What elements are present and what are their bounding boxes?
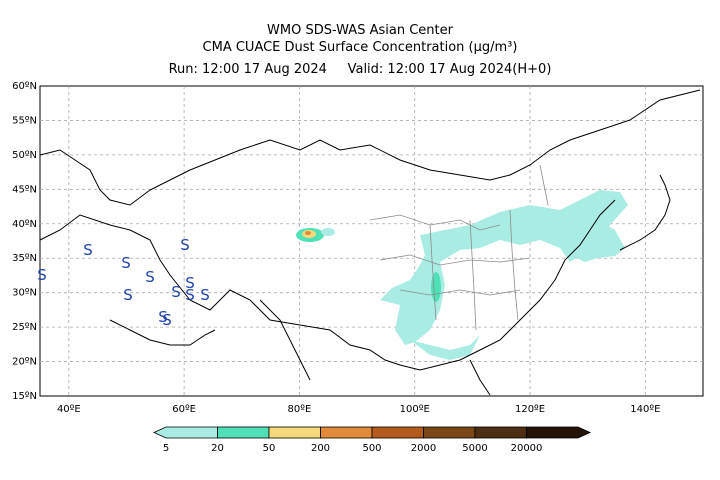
dust-patch — [565, 222, 625, 262]
longitude-labels: 40ºE 60ºE 80ºE 100ºE 120ºE 140ºE — [57, 404, 660, 415]
colorbar-segment — [320, 426, 373, 439]
colorbar-level-label: 500 — [362, 443, 381, 454]
colorbar-level-label: 50 — [263, 443, 276, 454]
colorbar-level-label: 2000 — [411, 443, 436, 454]
lat-tick-label: 35ºN — [12, 253, 37, 264]
dust-storm-symbol: S — [123, 286, 133, 304]
lon-tick-label: 120ºE — [515, 404, 545, 415]
dust-storm-symbol: S — [162, 311, 172, 329]
lat-tick-label: 55ºN — [12, 115, 37, 126]
dust-patch — [431, 272, 441, 302]
dust-storm-symbol: S — [185, 274, 195, 292]
chart-title-line1: WMO SDS-WAS Asian Center — [267, 23, 453, 38]
colorbar-level-label: 200 — [311, 443, 330, 454]
colorbar-level-label: 20000 — [511, 443, 543, 454]
lon-tick-label: 100ºE — [400, 404, 430, 415]
colorbar: 5 20 50 200 500 2000 5000 20000 — [153, 426, 591, 454]
colorbar-level-label: 5 — [163, 443, 169, 454]
dust-patch — [380, 255, 445, 345]
lon-tick-label: 60ºE — [172, 404, 196, 415]
lon-tick-label: 140ºE — [630, 404, 660, 415]
colorbar-segment — [371, 426, 424, 439]
dust-storm-symbol: S — [145, 268, 155, 286]
dust-storm-symbol: S — [121, 254, 131, 272]
chart-run-valid-line: Run: 12:00 17 Aug 2024 Valid: 12:00 17 A… — [0, 61, 720, 78]
lat-tick-label: 15ºN — [12, 391, 37, 402]
lat-tick-label: 40ºN — [12, 219, 37, 230]
valid-label: Valid: 12:00 17 Aug 2024(H+0) — [347, 62, 552, 77]
colorbar-level-label: 20 — [211, 443, 224, 454]
dust-storm-symbol: S — [158, 308, 168, 326]
dust-patch — [410, 335, 480, 360]
lat-tick-label: 60ºN — [12, 81, 37, 92]
dust-storm-symbol: S — [171, 283, 181, 301]
dust-shading — [296, 190, 628, 360]
colorbar-level-label: 5000 — [462, 443, 487, 454]
colorbar-segment — [217, 426, 270, 439]
colorbar-segment — [526, 426, 591, 439]
colorbar-segment — [423, 426, 476, 439]
coastlines — [39, 89, 701, 396]
dust-patch — [305, 231, 311, 235]
chart-title-line2: CMA CUACE Dust Surface Concentration (µg… — [202, 40, 518, 55]
lat-tick-label: 25ºN — [12, 322, 37, 333]
dust-storm-symbol: S — [185, 286, 195, 304]
lat-tick-label: 20ºN — [12, 357, 37, 368]
lat-tick-label: 45ºN — [12, 184, 37, 195]
lat-tick-label: 50ºN — [12, 150, 37, 161]
lon-tick-label: 40ºE — [57, 404, 81, 415]
lat-tick-label: 30ºN — [12, 288, 37, 299]
dust-patch — [321, 228, 335, 236]
lon-tick-label: 80ºE — [288, 404, 312, 415]
colorbar-segment — [474, 426, 527, 439]
dust-storm-symbol: S — [200, 286, 210, 304]
map-gridlines — [40, 86, 703, 396]
dust-storm-symbol: S — [180, 236, 190, 254]
latitude-labels: 60ºN 55ºN 50ºN 45ºN 40ºN 35ºN 30ºN 25ºN 20ºN 15ºN — [12, 81, 37, 402]
dust-storm-symbol: S — [83, 241, 93, 259]
colorbar-segment — [268, 426, 321, 439]
province-borders — [369, 164, 549, 331]
dust-storm-symbol: S — [37, 266, 47, 284]
run-label: Run: 12:00 17 Aug 2024 — [168, 62, 327, 77]
colorbar-segment — [153, 426, 218, 439]
